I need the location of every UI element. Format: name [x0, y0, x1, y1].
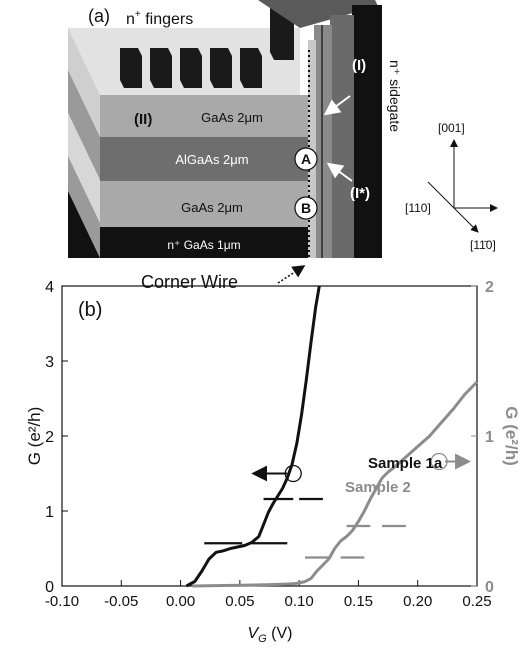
- x-ticks: -0.10 -0.05 0.00 0.05 0.10 0.15 0.20 0.25: [45, 580, 492, 610]
- n-plus-fingers: [120, 8, 294, 88]
- point-A-circle: [294, 147, 318, 171]
- y-ticks-right: 0 1 2: [471, 279, 494, 596]
- corner-strip: [308, 40, 316, 258]
- point-A-label: A: [301, 151, 311, 167]
- y-axis-label-left: G (e²/h): [25, 407, 44, 466]
- point-B-label: B: [301, 200, 311, 216]
- layer-gaas-lower: [100, 181, 308, 227]
- sidegate-label: n⁺ sidegate: [387, 60, 403, 132]
- axis-001-label: [001]: [438, 121, 465, 135]
- region-Istar-arrow: [326, 162, 353, 182]
- layer-gaas-upper: [100, 110, 308, 140]
- series-line-sample-1a: [185, 285, 321, 588]
- y-tick-label-left: 4: [45, 279, 54, 296]
- data-series: [185, 285, 479, 588]
- axis-1-10-label: [11̄0]: [470, 238, 496, 252]
- device-schematic: (a) n+ fingers (II) GaAs 2μm AlGaAs 2μm …: [68, 0, 403, 292]
- y-tick-label-right: 1: [485, 429, 494, 446]
- x-tick-label: 0.25: [462, 593, 491, 610]
- x-tick-label: -0.10: [45, 593, 79, 610]
- side-face-substrate: [68, 191, 100, 258]
- x-axis-label: VG (V): [247, 625, 292, 645]
- axis-110-label: [110]: [405, 201, 431, 215]
- y-tick-label-left: 1: [45, 504, 54, 521]
- y-tick-label-right: 0: [485, 579, 494, 596]
- fingers-label: n+ fingers: [126, 9, 193, 28]
- panel-a-label: (a): [88, 6, 110, 26]
- region-I-arrow: [323, 95, 351, 116]
- y-tick-label-left: 2: [45, 429, 54, 446]
- chart-b: (b) -0.10 -0.05 0.00 0.05 0.10 0.15 0.20 0.25 0…: [25, 279, 521, 645]
- side-face-top-layer: [68, 28, 100, 137]
- y-tick-label-left: 0: [45, 579, 54, 596]
- plot-frame: [61, 285, 478, 587]
- sidegate-top: [258, 0, 378, 28]
- crystal-axes: [001] [110] [11̄0]: [405, 121, 498, 252]
- region-II-label: (II): [134, 111, 152, 128]
- sidegate-inner: [314, 25, 332, 258]
- layer-label-gaas-upper: GaAs 2μm: [201, 110, 263, 125]
- x-tick-label: 0.00: [166, 593, 195, 610]
- legend-sample-1a: Sample 1a: [368, 455, 443, 472]
- x-tick-label: -0.05: [104, 593, 138, 610]
- panel-b-label: (b): [78, 299, 102, 321]
- series-line-sample-2: [192, 380, 479, 588]
- x-tick-label: 0.15: [344, 593, 373, 610]
- corner-wire-label: Corner Wire: [141, 272, 238, 292]
- x-tick-label: 0.10: [285, 593, 314, 610]
- corner-wire-pointer: [277, 265, 306, 284]
- sidegate-mid: [330, 15, 354, 258]
- y-tick-label-right: 2: [485, 279, 494, 296]
- sidegate-outer: [352, 5, 382, 258]
- region-I-label: (I): [352, 57, 366, 74]
- y-tick-label-left: 3: [45, 354, 54, 371]
- plateau-markers: [204, 497, 406, 559]
- layer-label-gaas-lower: GaAs 2μm: [181, 200, 243, 215]
- region-Istar-label: (I*): [350, 185, 370, 202]
- y-ticks-left: 0 1 2 3 4: [45, 279, 68, 596]
- side-face-gaas-lower: [68, 156, 100, 258]
- x-tick-label: 0.05: [225, 593, 254, 610]
- layer-substrate: [100, 227, 308, 258]
- point-B-circle: [294, 196, 318, 220]
- side-face-gaas-upper: [68, 70, 100, 180]
- layer-algaas: [100, 137, 308, 181]
- x-tick-label: 0.20: [403, 593, 432, 610]
- layer-label-algaas: AlGaAs 2μm: [175, 152, 248, 167]
- side-face-algaas: [68, 113, 100, 223]
- axis-diagonal-line: [427, 181, 479, 233]
- legend-sample-2: Sample 2: [345, 479, 411, 496]
- y-axis-label-right: G (e²/h): [502, 406, 521, 466]
- series-markers: [251, 452, 472, 483]
- layer-label-substrate: n⁺ GaAs 1μm: [167, 238, 240, 252]
